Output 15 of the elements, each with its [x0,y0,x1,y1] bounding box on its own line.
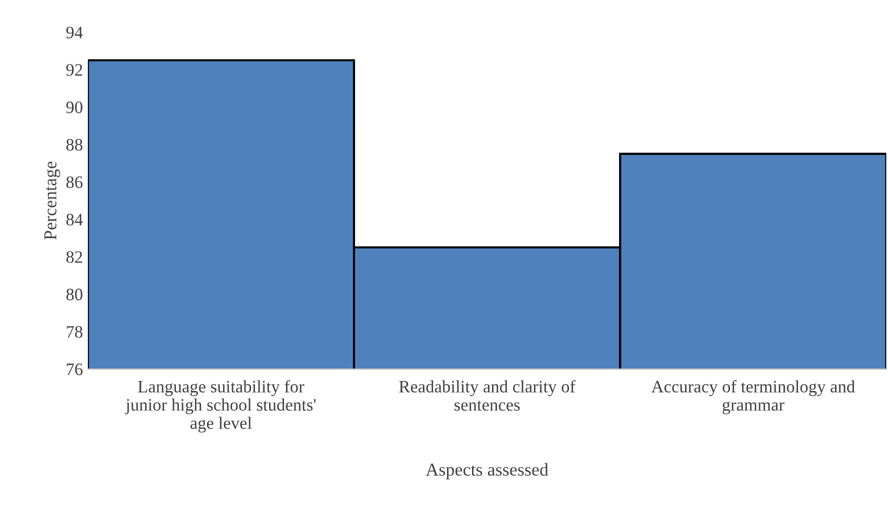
y-tick-label: 76 [66,364,83,376]
y-tick-label: 84 [66,214,83,226]
y-tick-label: 92 [66,64,82,76]
y-tick-label: 88 [66,138,82,151]
y-tick-label: 86 [66,176,83,188]
x-tick-label: Readability and clarity of sentences [399,380,576,411]
y-tick-label: 78 [66,326,82,338]
x-tick-label: Language suitability for junior high school students' age level [125,380,316,432]
x-tick-label: Accuracy of terminology and grammar [651,380,855,414]
y-axis-title: Percentage [44,162,60,240]
y-tick-label: 82 [66,251,82,263]
y-tick-label: 80 [66,288,82,300]
x-axis-title: Aspects assessed [426,463,548,480]
y-tick-label: 90 [66,102,82,114]
y-tick-label: 94 [66,26,83,38]
